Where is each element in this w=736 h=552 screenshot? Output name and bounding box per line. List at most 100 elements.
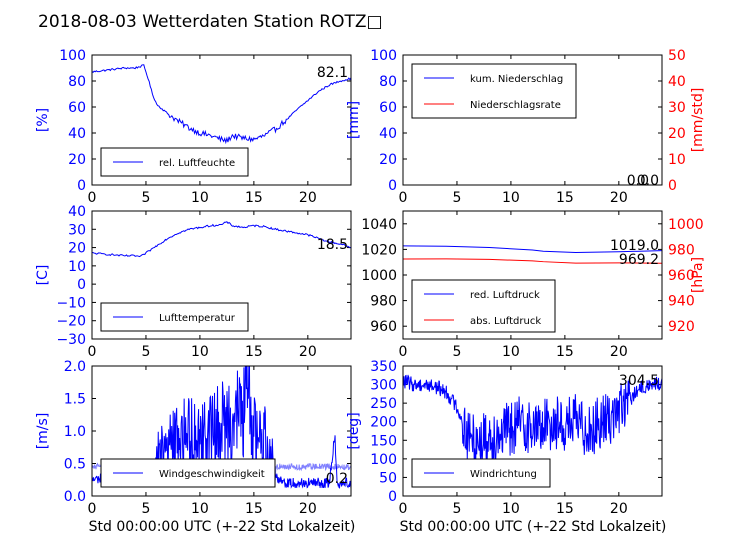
x-tick-label: 15 [245, 501, 263, 517]
series-line-1 [403, 374, 662, 465]
y-tick-label: 960 [370, 319, 397, 335]
legend-label: Windgeschwindigkeit [159, 469, 265, 480]
x-tick-label: 20 [299, 501, 317, 517]
x-tick-label: 15 [556, 501, 574, 517]
panel-4: 0 5 10 15 20 960 980 1000 1020 1040 920 940 960 980 10… [361, 210, 706, 360]
series-group [92, 64, 351, 145]
current-value-label: 1019.0 [610, 238, 659, 254]
y2-tick-label: 0 [668, 178, 677, 194]
legend: rel. Luftfeuchte [100, 147, 249, 177]
y-axis-label: [m/s] [35, 413, 51, 450]
y-tick-label: 20 [379, 152, 397, 168]
legend: Lufttemperatur [100, 302, 249, 332]
x-tick-label: 10 [191, 501, 209, 517]
current-value-label: 0.0 [627, 173, 649, 189]
x-tick-label: 5 [452, 501, 461, 517]
legend-box [411, 279, 556, 333]
y2-tick-label: 1000 [668, 217, 704, 233]
y-tick-label: 300 [370, 378, 397, 394]
legend-box [411, 63, 577, 119]
x-tick-label: 10 [502, 190, 520, 206]
x-tick-label: 10 [502, 501, 520, 517]
current-value: 304.5 [619, 373, 659, 389]
current-value-label-2: 969.2 [619, 252, 659, 268]
y-tick-label: 50 [379, 470, 397, 486]
x-tick-label: 5 [452, 344, 461, 360]
x-tick-label: 15 [245, 190, 263, 206]
y-tick-label: 60 [379, 100, 397, 116]
x-tick-label: 20 [299, 190, 317, 206]
y-tick-label: 100 [370, 48, 397, 64]
x-axis-label-left: Std 00:00:00 UTC (+-22 Std Lokalzeit) [89, 519, 356, 535]
current-value: 18.5 [317, 237, 348, 253]
y-tick-label: 60 [68, 100, 86, 116]
y-tick-label: 0 [77, 178, 86, 194]
y-tick-label: 980 [370, 294, 397, 310]
y-tick-label: 1020 [361, 242, 397, 258]
y-tick-label: 1000 [361, 268, 397, 284]
legend: kum. Niederschlag Niederschlagsrate [411, 63, 577, 119]
y-tick-label: 0.0 [64, 489, 86, 505]
series-line-2 [403, 258, 662, 264]
x-tick-label: 10 [191, 344, 209, 360]
panel-1: 0 5 10 15 20 0 20 40 60 80 100 [%] rel. Luftfeuchte 8… [35, 48, 352, 206]
y-tick-label: 1040 [361, 217, 397, 233]
x-tick-label: 20 [299, 344, 317, 360]
panel-6: 0 5 10 15 20050100150200250300350[deg]Windri… [346, 359, 663, 517]
x-tick-label: 0 [399, 501, 408, 517]
y-axis-label: [mm] [346, 101, 362, 139]
y2-tick-label: 920 [668, 319, 695, 335]
y-tick-label: 150 [370, 433, 397, 449]
y-tick-label: 1.5 [64, 392, 86, 408]
y2-tick-label: 980 [668, 242, 695, 258]
x-tick-label: 0 [399, 344, 408, 360]
x-tick-label: 5 [452, 190, 461, 206]
panel-5: 0 5 10 15 20 0.0 0.5 1.0 1.5 2.0 [m/s] Windgeschwin… [35, 359, 352, 517]
y2-axis-label: [mm/std] [690, 88, 706, 153]
figure-title: 2018-08-03 Wetterdaten Station ROTZ□ [38, 12, 383, 32]
current-value-label-2: 0.0 [637, 173, 659, 189]
x-tick-label: 10 [502, 344, 520, 360]
plot-frame [91, 365, 352, 497]
current-value-label: 304.5 [619, 373, 659, 389]
x-tick-label: 5 [141, 190, 150, 206]
plot-frame [402, 365, 663, 497]
current-value: 0.00.0 [627, 173, 659, 189]
x-tick-label: 0 [88, 344, 97, 360]
y2-axis-label: [hPa] [690, 257, 706, 293]
y-tick-label: 80 [68, 74, 86, 90]
series-line-1 [92, 64, 351, 145]
legend: red. Luftdruck abs. Luftdruck [411, 279, 556, 333]
y-axis-label: [deg] [346, 412, 362, 449]
legend-label: Lufttemperatur [159, 313, 236, 324]
x-tick-label: 0 [88, 501, 97, 517]
plot-frame [402, 54, 663, 186]
y-tick-label: 2.0 [64, 359, 86, 375]
y-tick-label: −20 [56, 314, 86, 330]
series-line-1 [403, 245, 662, 253]
legend-label: rel. Luftfeuchte [159, 158, 235, 169]
y-tick-label: 10 [68, 259, 86, 275]
legend-label: Windrichtung [470, 469, 537, 480]
legend-label: red. Luftdruck [470, 290, 540, 301]
y-axis-label: [C] [35, 265, 51, 286]
legend-label: abs. Luftdruck [470, 316, 541, 327]
legend-label: kum. Niederschlag [470, 74, 563, 85]
current-value-label: 82.1 [317, 65, 348, 81]
y-tick-label: 20 [68, 241, 86, 257]
series-line-1 [92, 221, 351, 258]
x-tick-label: 15 [245, 344, 263, 360]
plot-frame [91, 54, 352, 186]
y-tick-label: 20 [68, 152, 86, 168]
y2-tick-label: 960 [668, 268, 695, 284]
y-tick-label: 30 [68, 222, 86, 238]
y-tick-label: 0 [388, 489, 397, 505]
legend-label: Niederschlagsrate [470, 100, 561, 111]
y2-tick-label: 20 [668, 126, 686, 142]
current-value-label: 18.5 [317, 237, 348, 253]
y-tick-label: 250 [370, 396, 397, 412]
x-tick-label: 20 [610, 501, 628, 517]
